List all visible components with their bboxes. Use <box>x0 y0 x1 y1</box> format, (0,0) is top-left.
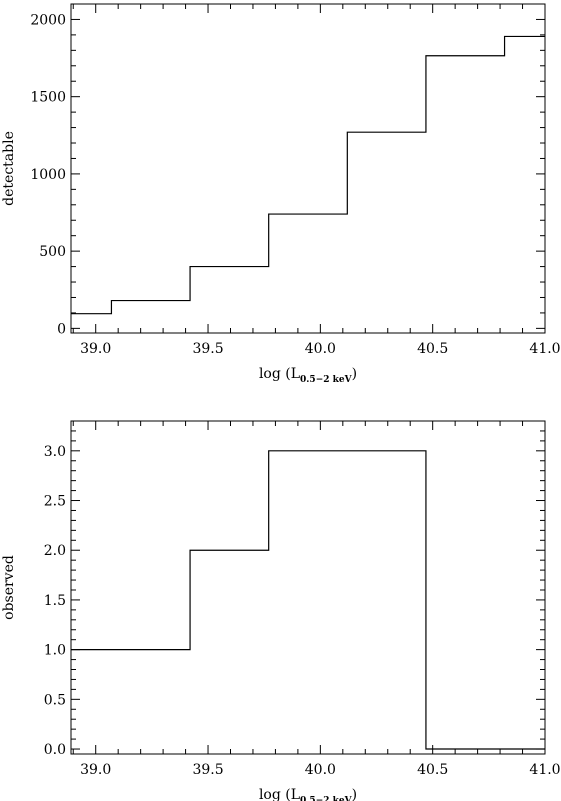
y-tick-label: 2000 <box>30 12 66 28</box>
x-tick-label: 39.5 <box>192 762 223 778</box>
y-tick-label: 2.0 <box>44 543 66 559</box>
y-tick-label: 2.5 <box>44 494 66 510</box>
plot-frame <box>70 3 546 334</box>
x-tick-label: 40.0 <box>305 762 336 778</box>
x-tick-label: 40.5 <box>417 341 448 357</box>
x-axis-title: log (L0.5−2 keV) <box>259 366 357 385</box>
y-tick-label: 1.5 <box>44 593 66 609</box>
y-tick-label: 0.5 <box>44 692 66 708</box>
x-axis-title-subscript: 0.5−2 keV <box>300 796 353 801</box>
histogram-step-line <box>71 450 545 750</box>
y-tick-label: 500 <box>39 244 66 260</box>
x-axis-title: log (L0.5−2 keV) <box>259 787 357 801</box>
y-axis-title: observed <box>1 555 17 620</box>
y-tick-label: 1000 <box>30 167 66 183</box>
x-tick-label: 39.0 <box>80 762 111 778</box>
chart-panel-observed: 39.0 39.5 40.0 40.5 41.0 0.0 0.5 1.0 1.5 2.0 2.5 3.… <box>1 420 561 801</box>
chart-panel-detectable: 39.0 39.5 40.0 40.5 41.0 0 500 1000 1500 2000 log … <box>1 3 561 385</box>
y-tick-label: 3.0 <box>44 444 66 460</box>
histogram-step-line <box>71 35 545 315</box>
x-tick-label: 41.0 <box>529 341 560 357</box>
y-tick-label: 1500 <box>30 90 66 106</box>
x-axis-title-close: ) <box>352 787 357 801</box>
x-tick-label: 40.0 <box>305 341 336 357</box>
x-tick-label: 41.0 <box>529 762 560 778</box>
x-axis-title-subscript: 0.5−2 keV <box>300 375 353 385</box>
x-tick-label: 40.5 <box>417 762 448 778</box>
y-tick-label: 0.0 <box>44 742 66 758</box>
y-tick-label: 0 <box>57 321 66 337</box>
x-axis-title-main: log (L <box>259 366 300 382</box>
x-tick-label: 39.5 <box>192 341 223 357</box>
plot-frame <box>70 420 546 755</box>
x-axis-title-main: log (L <box>259 787 300 801</box>
y-tick-label: 1.0 <box>44 643 66 659</box>
x-axis-title-close: ) <box>352 366 357 382</box>
x-tick-label: 39.0 <box>80 341 111 357</box>
y-axis-title: detectable <box>1 131 17 206</box>
